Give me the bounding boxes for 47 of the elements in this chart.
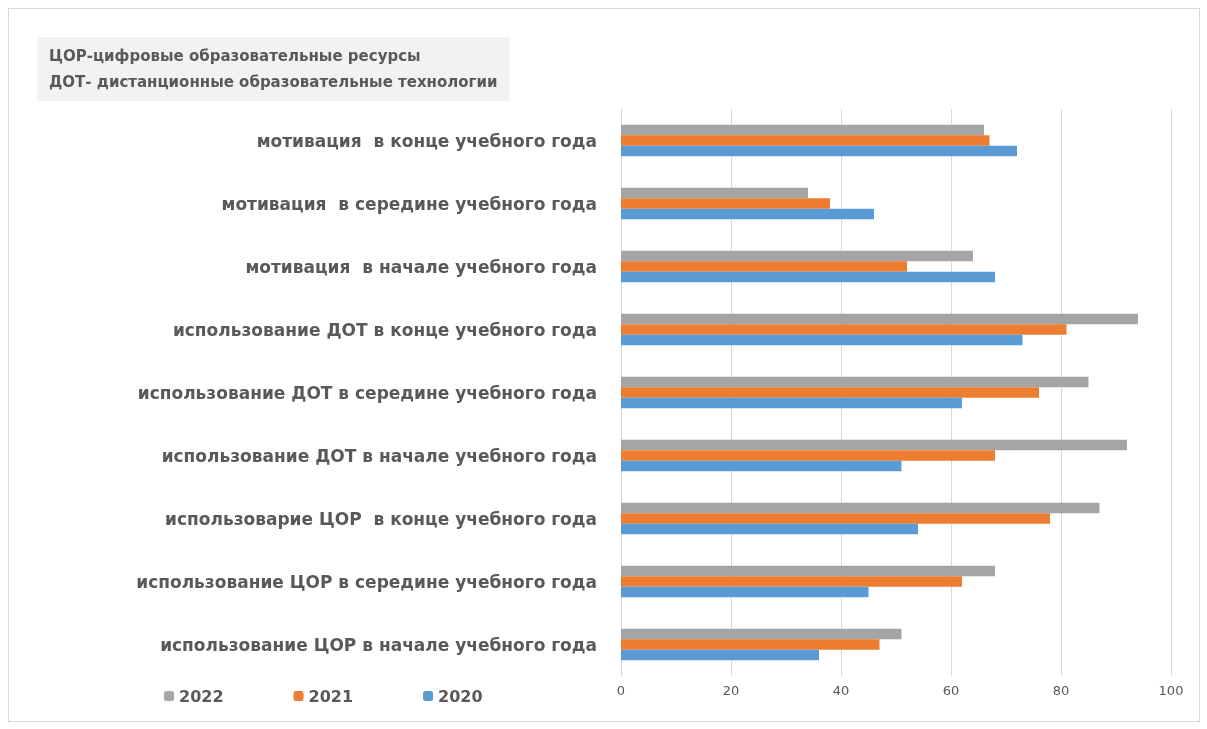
- y-tick-label: мотивация в середине учебного года: [221, 193, 597, 214]
- bar: [621, 313, 1138, 325]
- bar: [621, 649, 819, 661]
- bar: [621, 523, 918, 535]
- x-tick-label: 60: [942, 683, 960, 698]
- bar: [621, 628, 902, 640]
- bar: [621, 145, 1017, 157]
- bar: [621, 250, 973, 262]
- y-tick-label: использование ЦОР в начале учебного года: [160, 634, 597, 655]
- bar: [621, 565, 995, 577]
- bar: [621, 576, 962, 587]
- bar: [621, 208, 874, 220]
- x-tick-label: 20: [722, 683, 740, 698]
- y-tick-label: использование ДОТ в начале учебного года: [161, 445, 597, 466]
- bar: [621, 639, 880, 650]
- bar: [621, 513, 1050, 524]
- bar: [621, 324, 1067, 335]
- bar: [621, 387, 1039, 398]
- y-tick-label: использоварие ЦОР в конце учебного года: [165, 508, 597, 529]
- y-tick-label: использование ЦОР в середине учебного года: [136, 571, 597, 592]
- x-tick-label: 100: [1158, 683, 1184, 698]
- x-tick-label: 80: [1052, 683, 1070, 698]
- bar: [621, 586, 869, 598]
- bar: [621, 502, 1100, 514]
- bar: [621, 334, 1023, 346]
- bar: [621, 135, 990, 146]
- x-tick-label: 0: [616, 683, 626, 698]
- bar: [621, 198, 830, 209]
- legend-label: 2022: [179, 686, 224, 706]
- x-tick-label: 40: [832, 683, 850, 698]
- y-tick-label: мотивация в начале учебного года: [245, 256, 597, 277]
- y-tick-label: мотивация в конце учебного года: [256, 130, 597, 151]
- y-tick-label: использование ДОТ в конце учебного года: [172, 319, 597, 340]
- bar: [621, 439, 1127, 451]
- text: ДОТ- дистанционные образовательные технологии: [49, 73, 498, 91]
- bar: [621, 450, 995, 461]
- bar: [621, 187, 808, 199]
- bar: [621, 271, 995, 283]
- text: ЦОР-цифровые образовательные ресурсы: [49, 47, 421, 65]
- bar: [621, 124, 984, 136]
- y-tick-label: использование ДОТ в середине учебного года: [137, 382, 597, 403]
- bar: [621, 376, 1089, 388]
- legend-label: 2020: [438, 686, 483, 706]
- legend-label: 2021: [308, 686, 354, 706]
- bar: [621, 261, 907, 272]
- bar: [621, 397, 962, 409]
- bar: [621, 460, 902, 472]
